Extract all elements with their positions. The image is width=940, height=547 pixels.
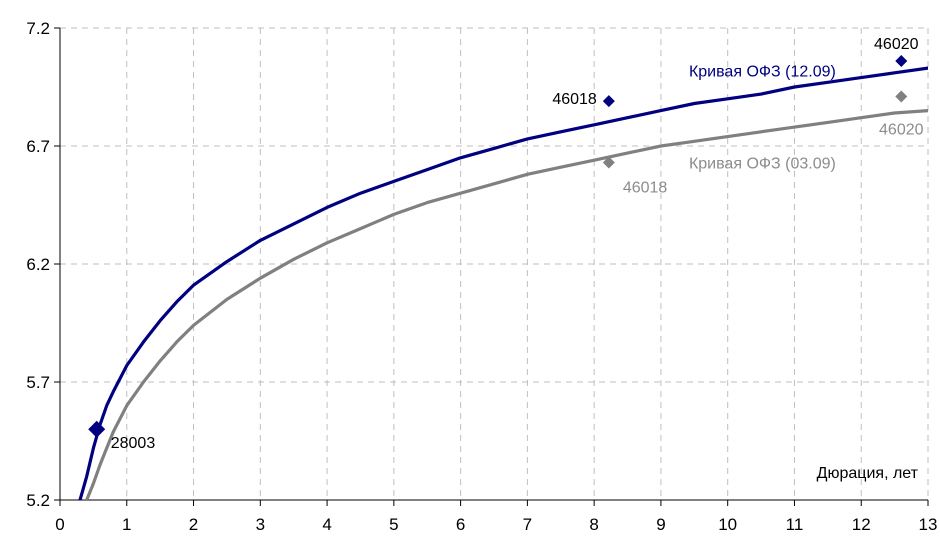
bond-point-label: 28003: [111, 435, 156, 452]
x-axis-label: Дюрация, лет: [817, 465, 919, 482]
series-layer: [78, 66, 928, 500]
bond-point-label: 46020: [879, 121, 924, 138]
x-tick-label: 13: [919, 515, 938, 534]
labels-layer: 28003 46018 46020 46018 46020 Кривая ОФЗ (12.…: [111, 36, 924, 452]
bond-point-label: 46020: [874, 36, 919, 53]
series-label-ofz-1209: Кривая ОФЗ (12.09): [689, 63, 836, 80]
points-layer: [88, 55, 908, 438]
x-tick-label: 0: [55, 515, 64, 534]
x-tick-label: 1: [122, 515, 131, 534]
y-tick-label: 5.7: [26, 373, 50, 392]
axes: 0 1 2 3 4 5 6 7 8 9 10 11 12 135.25.76.26.77.2: [26, 19, 937, 534]
bond-point-46018: [602, 156, 615, 169]
x-tick-label: 12: [852, 515, 871, 534]
x-tick-label: 8: [589, 515, 598, 534]
x-tick-label: 2: [189, 515, 198, 534]
bond-point-46018: [602, 95, 615, 108]
x-tick-label: 4: [322, 515, 331, 534]
series-label-ofz-0309: Кривая ОФЗ (03.09): [689, 156, 836, 173]
series-line-ofz-0309: [85, 108, 928, 500]
x-tick-label: 10: [718, 515, 737, 534]
y-tick-label: 6.2: [26, 255, 50, 274]
grid: [60, 27, 929, 500]
bond-point-label: 46018: [623, 180, 668, 197]
x-tick-label: 9: [656, 515, 665, 534]
x-tick-label: 3: [256, 515, 265, 534]
series-line-ofz-1209: [78, 66, 928, 500]
x-tick-label: 5: [389, 515, 398, 534]
x-tick-label: 7: [523, 515, 532, 534]
x-tick-label: 11: [786, 515, 804, 534]
x-tick-label: 6: [456, 515, 465, 534]
y-tick-label: 5.2: [26, 491, 50, 510]
y-tick-label: 7.2: [26, 19, 50, 38]
bond-point-46020: [895, 90, 908, 103]
bond-point-28003: [88, 420, 106, 438]
y-tick-label: 6.7: [26, 137, 50, 156]
bond-point-label: 46018: [552, 91, 597, 108]
bond-point-46020: [895, 55, 908, 68]
